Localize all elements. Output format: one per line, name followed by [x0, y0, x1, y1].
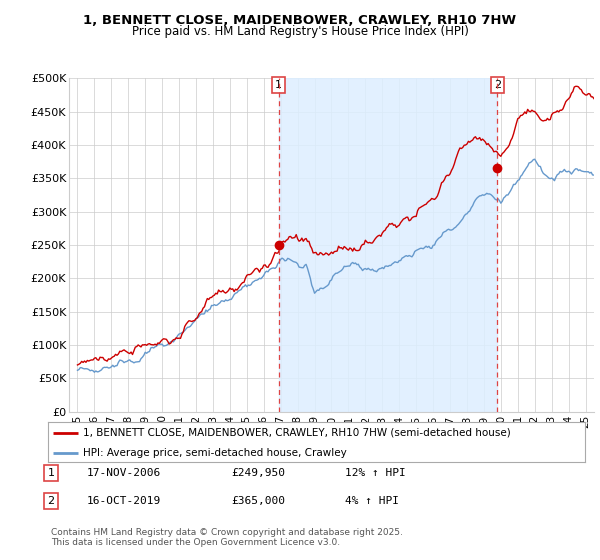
Text: £365,000: £365,000: [231, 496, 285, 506]
Text: 17-NOV-2006: 17-NOV-2006: [87, 468, 161, 478]
Text: 1: 1: [47, 468, 55, 478]
Text: 1, BENNETT CLOSE, MAIDENBOWER, CRAWLEY, RH10 7HW: 1, BENNETT CLOSE, MAIDENBOWER, CRAWLEY, …: [83, 14, 517, 27]
Text: 1: 1: [275, 80, 282, 90]
Text: £249,950: £249,950: [231, 468, 285, 478]
Bar: [278, 78, 497, 412]
Text: Contains HM Land Registry data © Crown copyright and database right 2025.
This d: Contains HM Land Registry data © Crown c…: [51, 528, 403, 547]
Text: 1, BENNETT CLOSE, MAIDENBOWER, CRAWLEY, RH10 7HW (semi-detached house): 1, BENNETT CLOSE, MAIDENBOWER, CRAWLEY, …: [83, 428, 511, 438]
Text: 12% ↑ HPI: 12% ↑ HPI: [345, 468, 406, 478]
Text: Price paid vs. HM Land Registry's House Price Index (HPI): Price paid vs. HM Land Registry's House …: [131, 25, 469, 38]
Text: 2: 2: [494, 80, 501, 90]
Text: 16-OCT-2019: 16-OCT-2019: [87, 496, 161, 506]
Text: 2: 2: [47, 496, 55, 506]
Text: HPI: Average price, semi-detached house, Crawley: HPI: Average price, semi-detached house,…: [83, 448, 347, 458]
Text: 4% ↑ HPI: 4% ↑ HPI: [345, 496, 399, 506]
